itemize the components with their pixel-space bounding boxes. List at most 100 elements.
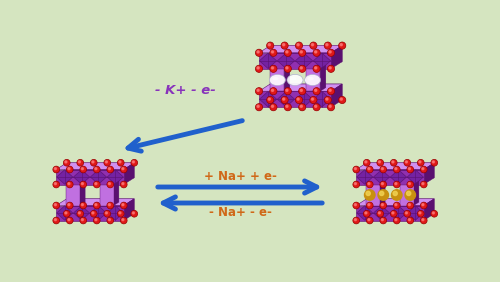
Circle shape <box>390 159 397 166</box>
Polygon shape <box>356 206 424 221</box>
Circle shape <box>257 51 259 53</box>
Circle shape <box>82 204 84 206</box>
Circle shape <box>66 181 73 188</box>
Circle shape <box>395 219 397 221</box>
Circle shape <box>82 183 84 185</box>
Circle shape <box>380 181 386 188</box>
Polygon shape <box>90 206 106 220</box>
Circle shape <box>284 65 292 72</box>
Circle shape <box>266 96 274 103</box>
Circle shape <box>314 67 317 69</box>
Circle shape <box>257 89 259 91</box>
Circle shape <box>122 219 124 221</box>
Circle shape <box>54 219 56 221</box>
Circle shape <box>272 67 274 69</box>
Circle shape <box>432 212 434 214</box>
Circle shape <box>297 44 299 46</box>
Polygon shape <box>367 199 434 214</box>
Polygon shape <box>278 53 294 69</box>
Circle shape <box>368 219 370 221</box>
Circle shape <box>329 105 331 107</box>
Circle shape <box>104 210 110 217</box>
Circle shape <box>282 44 285 46</box>
Circle shape <box>286 51 288 53</box>
Circle shape <box>378 190 388 200</box>
Polygon shape <box>56 206 73 220</box>
Circle shape <box>419 161 421 163</box>
Circle shape <box>366 181 373 188</box>
Circle shape <box>392 190 402 200</box>
Polygon shape <box>56 169 124 184</box>
Ellipse shape <box>270 74 285 86</box>
Circle shape <box>353 217 360 224</box>
Circle shape <box>256 103 262 111</box>
Circle shape <box>408 183 410 185</box>
Circle shape <box>286 67 288 69</box>
Polygon shape <box>306 69 320 91</box>
Circle shape <box>77 210 84 217</box>
Polygon shape <box>356 169 424 184</box>
Circle shape <box>431 159 438 166</box>
Circle shape <box>122 168 124 170</box>
Circle shape <box>54 204 56 206</box>
Circle shape <box>422 168 424 170</box>
Polygon shape <box>259 84 342 91</box>
Circle shape <box>312 44 314 46</box>
Circle shape <box>106 161 108 163</box>
Circle shape <box>364 190 375 200</box>
Circle shape <box>296 42 302 49</box>
Circle shape <box>364 159 370 166</box>
Circle shape <box>108 183 110 185</box>
Circle shape <box>382 168 384 170</box>
Circle shape <box>53 202 60 209</box>
Circle shape <box>118 210 124 217</box>
Circle shape <box>313 88 320 95</box>
Polygon shape <box>296 53 312 69</box>
Circle shape <box>340 98 342 100</box>
Polygon shape <box>66 184 80 206</box>
Ellipse shape <box>290 77 296 80</box>
Ellipse shape <box>308 77 314 80</box>
Circle shape <box>66 202 73 209</box>
Circle shape <box>382 183 384 185</box>
Polygon shape <box>424 199 434 221</box>
Circle shape <box>382 204 384 206</box>
Circle shape <box>368 168 370 170</box>
Polygon shape <box>390 206 406 220</box>
Circle shape <box>364 210 370 217</box>
Circle shape <box>257 67 259 69</box>
Circle shape <box>284 49 292 56</box>
Circle shape <box>107 202 114 209</box>
Polygon shape <box>390 170 406 184</box>
Circle shape <box>94 181 100 188</box>
Circle shape <box>54 183 56 185</box>
Circle shape <box>300 89 302 91</box>
Circle shape <box>366 191 370 195</box>
Circle shape <box>390 210 397 217</box>
Circle shape <box>420 166 427 173</box>
Polygon shape <box>270 84 342 100</box>
Circle shape <box>95 204 97 206</box>
Polygon shape <box>56 163 134 169</box>
Circle shape <box>407 217 414 224</box>
Ellipse shape <box>287 74 303 86</box>
Polygon shape <box>400 184 413 206</box>
Circle shape <box>298 88 306 95</box>
Circle shape <box>300 67 302 69</box>
Circle shape <box>122 204 124 206</box>
Circle shape <box>366 217 373 224</box>
Circle shape <box>108 168 110 170</box>
Circle shape <box>104 159 110 166</box>
Circle shape <box>406 212 407 214</box>
Circle shape <box>326 98 328 100</box>
Circle shape <box>108 219 110 221</box>
Circle shape <box>257 105 259 107</box>
Circle shape <box>392 212 394 214</box>
Circle shape <box>281 96 288 103</box>
Circle shape <box>80 181 86 188</box>
Circle shape <box>353 202 360 209</box>
Circle shape <box>281 42 288 49</box>
Circle shape <box>77 159 84 166</box>
Circle shape <box>68 219 70 221</box>
Polygon shape <box>107 206 124 220</box>
